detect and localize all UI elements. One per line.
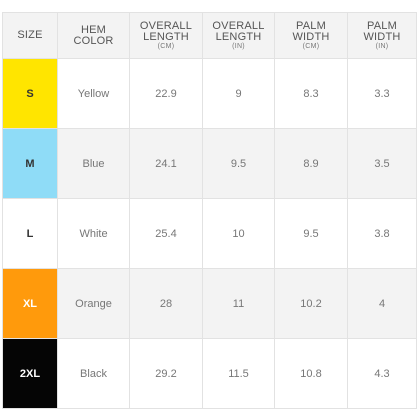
- overall-length-in-cell: 9.5: [202, 128, 275, 199]
- header-row: SIZE HEM COLOR OVERALL LENGTH (CM) OVERALL L…: [2, 12, 417, 59]
- hem-color-cell: Blue: [57, 128, 130, 199]
- palm-width-in-cell: 4.3: [347, 338, 417, 409]
- hem-color-cell: Yellow: [57, 58, 130, 129]
- palm-width-in-cell: 3.8: [347, 198, 417, 269]
- size-chart-table: SIZE HEM COLOR OVERALL LENGTH (CM) OVERALL L…: [2, 12, 417, 409]
- palm-width-in-cell: 3.5: [347, 128, 417, 199]
- size-swatch-cell: M: [2, 128, 58, 199]
- overall-length-in-cell: 11: [202, 268, 275, 339]
- overall-length-in-cell: 9: [202, 58, 275, 129]
- table-row: 2XL Black 29.2 11.5 10.8 4.3: [2, 338, 417, 409]
- size-swatch-cell: L: [2, 198, 58, 269]
- overall-length-cm-cell: 29.2: [129, 338, 203, 409]
- header-hem-color: HEM COLOR: [57, 12, 130, 59]
- overall-length-cm-cell: 25.4: [129, 198, 203, 269]
- size-swatch-cell: S: [2, 58, 58, 129]
- overall-length-in-cell: 11.5: [202, 338, 275, 409]
- table-row: XL Orange 28 11 10.2 4: [2, 268, 417, 339]
- header-overall-length-in: OVERALL LENGTH (IN): [202, 12, 275, 59]
- palm-width-cm-cell: 8.3: [274, 58, 348, 129]
- table-row: S Yellow 22.9 9 8.3 3.3: [2, 58, 417, 129]
- overall-length-cm-cell: 22.9: [129, 58, 203, 129]
- header-palm-width-cm: PALM WIDTH (CM): [274, 12, 348, 59]
- overall-length-in-cell: 10: [202, 198, 275, 269]
- size-swatch-cell: XL: [2, 268, 58, 339]
- hem-color-cell: Black: [57, 338, 130, 409]
- overall-length-cm-cell: 28: [129, 268, 203, 339]
- header-overall-length-cm: OVERALL LENGTH (CM): [129, 12, 203, 59]
- overall-length-cm-cell: 24.1: [129, 128, 203, 199]
- palm-width-in-cell: 4: [347, 268, 417, 339]
- header-palm-width-in: PALM WIDTH (IN): [347, 12, 417, 59]
- palm-width-cm-cell: 9.5: [274, 198, 348, 269]
- hem-color-cell: Orange: [57, 268, 130, 339]
- header-size: SIZE: [2, 12, 58, 59]
- palm-width-cm-cell: 10.8: [274, 338, 348, 409]
- palm-width-in-cell: 3.3: [347, 58, 417, 129]
- palm-width-cm-cell: 10.2: [274, 268, 348, 339]
- palm-width-cm-cell: 8.9: [274, 128, 348, 199]
- table-row: M Blue 24.1 9.5 8.9 3.5: [2, 128, 417, 199]
- hem-color-cell: White: [57, 198, 130, 269]
- size-swatch-cell: 2XL: [2, 338, 58, 409]
- table-row: L White 25.4 10 9.5 3.8: [2, 198, 417, 269]
